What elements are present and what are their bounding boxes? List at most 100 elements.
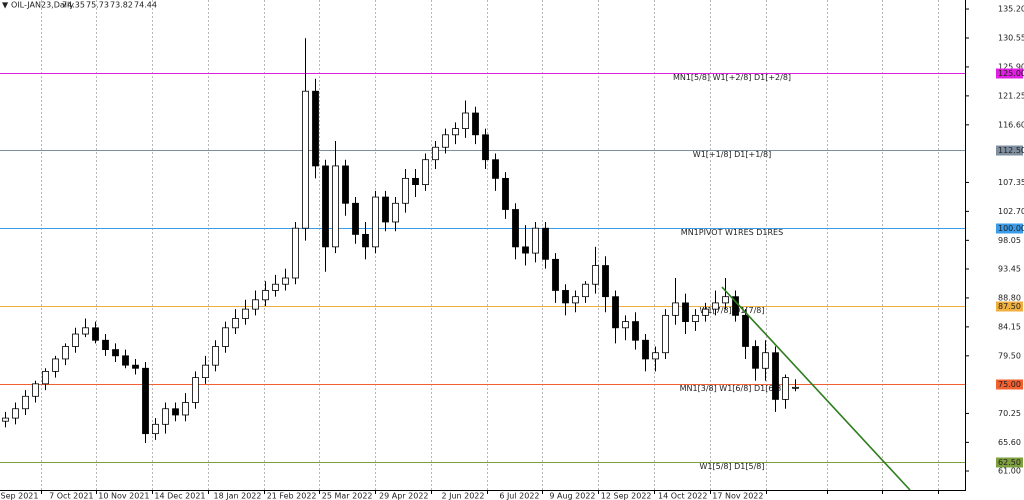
x-tick-label: 21 Feb 2022: [267, 492, 317, 500]
candle-body: [332, 165, 339, 248]
y-tick-label: 121.25: [998, 91, 1024, 100]
candle-body: [322, 165, 329, 248]
candle-body: [782, 377, 789, 400]
candle-body: [82, 327, 89, 335]
x-tick-label: 9 Aug 2022: [549, 492, 595, 500]
candle-body: [62, 346, 69, 360]
x-tick-label: 25 Mar 2022: [322, 492, 373, 500]
candle-body: [272, 283, 279, 291]
price-tag-label: 100.00: [998, 224, 1024, 233]
level-text: MN1[5/8] W1[+2/8] D1[+2/8]: [673, 73, 791, 82]
candle-body: [682, 302, 689, 322]
candle-body: [292, 227, 299, 279]
candle-body: [162, 408, 169, 425]
candle-body: [482, 134, 489, 161]
trendline: [721, 286, 911, 491]
axis: 135.20 130.55 125.90 121.25 116.60 107.35 102.…: [0, 5, 1024, 500]
y-tick-label: 88.80: [998, 293, 1021, 302]
candle-body: [2, 417, 9, 422]
candle-body: [702, 308, 709, 316]
candle-body: [42, 370, 49, 385]
candle-body: [712, 302, 719, 310]
y-tick-label: 84.15: [998, 322, 1021, 331]
candle-body: [722, 296, 729, 304]
x-tick-label: 6 Jul 2022: [499, 492, 539, 500]
candle-body: [652, 352, 659, 360]
candle-body: [342, 165, 349, 204]
candle-body: [52, 358, 59, 372]
collapse-icon[interactable]: ▼: [2, 1, 9, 10]
candle-body: [412, 177, 419, 186]
candle-body: [762, 352, 769, 369]
candle-body: [492, 159, 499, 179]
candle-body: [12, 408, 19, 419]
candle-body: [432, 146, 439, 161]
candle-body: [32, 383, 39, 397]
y-tick-label: 65.60: [998, 438, 1021, 447]
candle-body: [632, 321, 639, 341]
price-tag: [996, 145, 1023, 156]
candle-body: [252, 299, 259, 310]
candle-body: [122, 355, 129, 366]
candle-body: [202, 364, 209, 379]
candle-body: [502, 177, 509, 210]
level-text: W1[7/8] D1[7/8]: [699, 306, 764, 315]
price-tag-label: 75.00: [998, 380, 1021, 389]
price-tag: [996, 223, 1023, 234]
candle-body: [352, 202, 359, 235]
x-tick-label: 2 Jun 2022: [441, 492, 484, 500]
y-tick-label: 93.45: [998, 264, 1021, 273]
candle-body: [452, 128, 459, 136]
candle-body: [152, 423, 159, 435]
candle-body: [562, 290, 569, 304]
candle-body: [742, 314, 749, 347]
x-tick-label: 3 Sep 2021: [0, 492, 39, 500]
candle-body: [242, 308, 249, 319]
candle-body: [662, 314, 669, 354]
candle-body: [472, 112, 479, 136]
price-tag-label: 112.50: [998, 146, 1024, 155]
x-tick-label: 7 Oct 2021: [49, 492, 93, 500]
ohlc-open: 74.35: [62, 1, 85, 10]
candle-body: [222, 327, 229, 347]
candle-body: [142, 367, 149, 435]
candle-body: [112, 349, 119, 357]
candle-body: [462, 112, 469, 129]
price-tag: [996, 301, 1023, 312]
candle-body: [792, 386, 799, 389]
candle-body: [232, 318, 239, 329]
y-tick-label: 116.60: [998, 120, 1024, 129]
candle-body: [552, 258, 559, 291]
candle-body: [192, 377, 199, 403]
candle-body: [212, 346, 219, 366]
ohlc-close: 74.44: [134, 1, 157, 10]
ohlc-high: 75.73: [86, 1, 109, 10]
candle-body: [572, 296, 579, 304]
candle-body: [672, 302, 679, 316]
y-tick-label: 107.35: [998, 178, 1024, 187]
candle-body: [92, 327, 99, 341]
candle-body: [522, 246, 529, 254]
candle-body: [612, 296, 619, 329]
candle-body: [72, 333, 79, 347]
y-tick-label: 98.05: [998, 236, 1021, 245]
price-tag: [996, 68, 1023, 79]
candle-body: [692, 314, 699, 322]
symbol: OIL-JAN23,Daily: [11, 1, 74, 10]
candle-body: [302, 90, 309, 229]
candle-body: [392, 202, 399, 223]
candle-body: [532, 227, 539, 254]
candle-body: [382, 196, 389, 223]
y-tick-label: 130.55: [998, 33, 1024, 42]
candle-body: [752, 346, 759, 369]
x-tick-label: 29 Apr 2022: [379, 492, 428, 500]
x-tick-label: 14 Dec 2021: [154, 492, 205, 500]
price-tag-label: 62.50: [998, 458, 1021, 467]
x-tick-label: 17 Nov 2022: [712, 492, 763, 500]
candle-body: [182, 402, 189, 416]
candle-body: [102, 339, 109, 350]
candle-body: [282, 277, 289, 285]
ohlc-low: 73.82: [110, 1, 133, 10]
price-tag-label: 125.00: [998, 69, 1024, 78]
